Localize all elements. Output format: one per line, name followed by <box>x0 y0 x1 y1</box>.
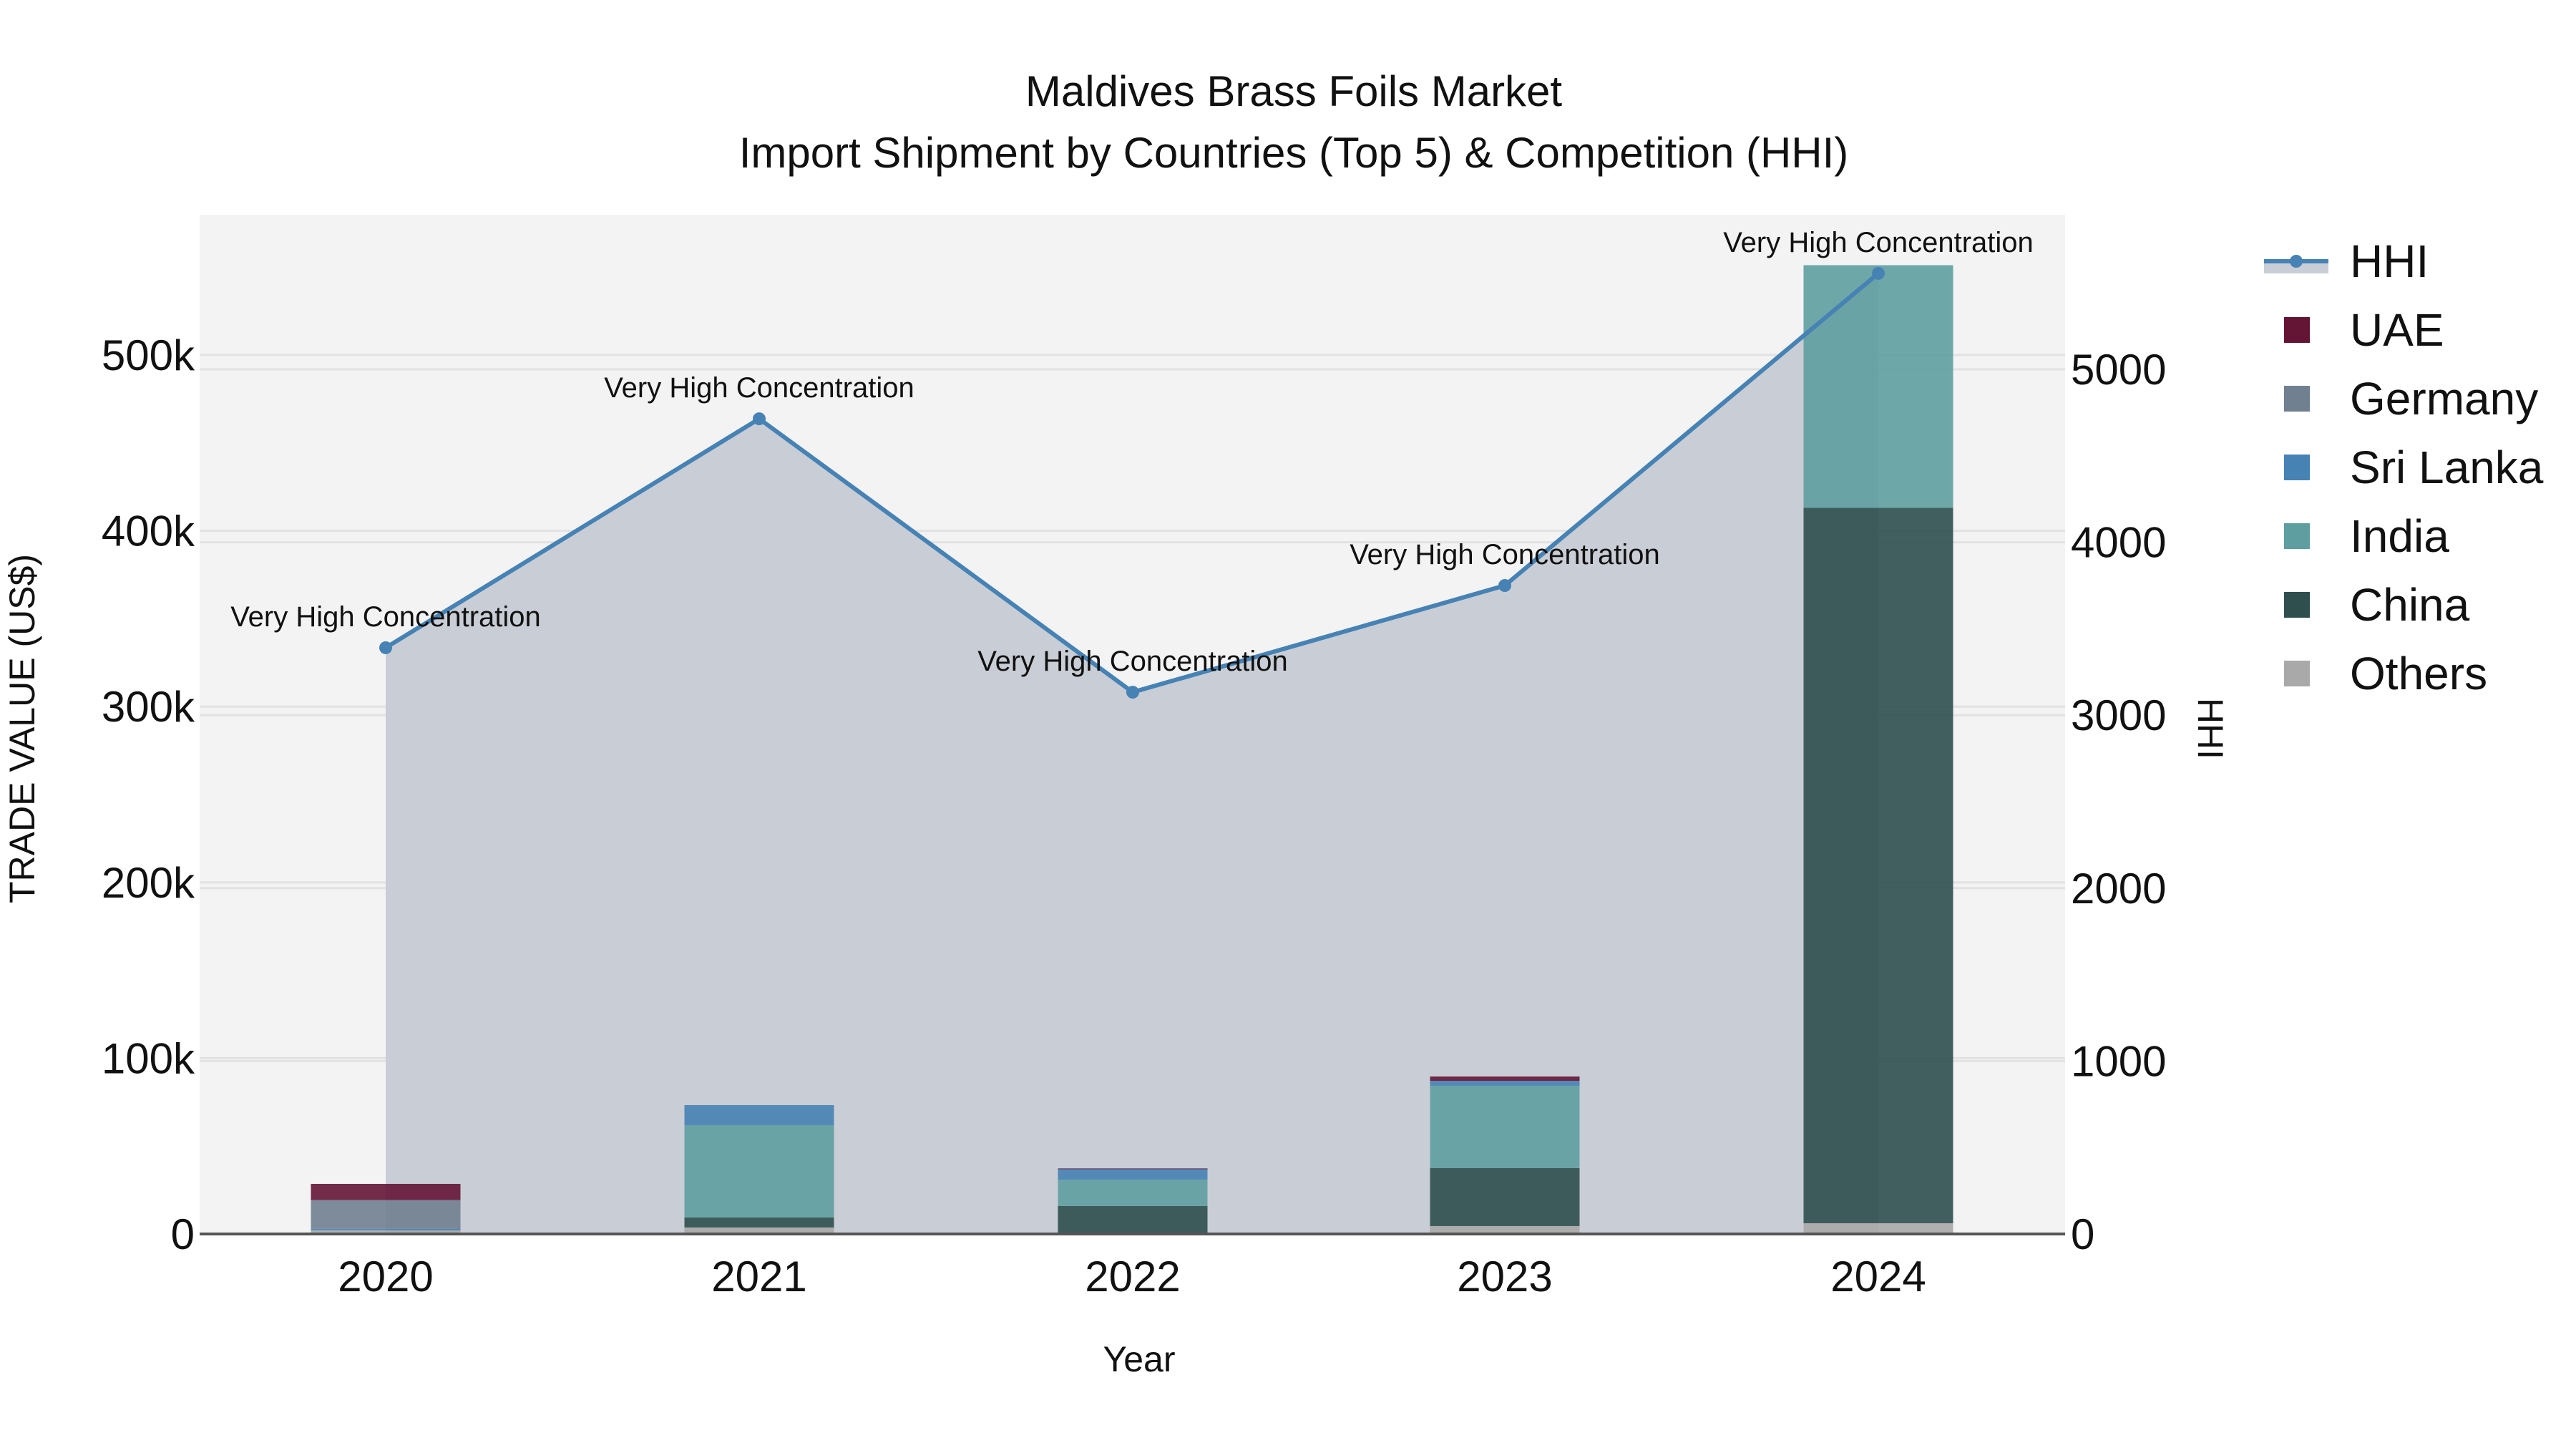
y-tick-label: 400k <box>102 507 195 555</box>
y-tick-label: 0 <box>171 1210 195 1258</box>
bar-segment-sri-lanka[interactable] <box>1430 1081 1580 1086</box>
bar-segment-others[interactable] <box>1430 1225 1580 1234</box>
chart-title-line1: Maldives Brass Foils Market <box>1025 67 1563 115</box>
bar-segment-others[interactable] <box>684 1227 834 1234</box>
legend-swatch-icon <box>2284 317 2310 343</box>
legend-swatch-icon <box>2284 661 2310 686</box>
y-tick-label: 300k <box>102 683 195 731</box>
x-tick-label: 2022 <box>1085 1253 1180 1301</box>
bar-segment-uae[interactable] <box>1430 1076 1580 1082</box>
hhi-marker-2020[interactable] <box>379 641 392 654</box>
legend-item-hhi[interactable]: HHI <box>2264 235 2429 287</box>
bar-segment-others[interactable] <box>1803 1223 1953 1234</box>
x-tick-label: 2024 <box>1830 1253 1926 1301</box>
y-axis-title: TRADE VALUE (US$) <box>2 554 42 903</box>
legend-swatch-icon <box>2284 386 2310 412</box>
bar-stack-2021[interactable] <box>684 1104 834 1234</box>
hhi-area <box>386 273 1878 1234</box>
y-tick-label: 100k <box>102 1034 195 1082</box>
hhi-marker-2021[interactable] <box>753 412 766 426</box>
bar-segment-sri-lanka[interactable] <box>1058 1168 1208 1180</box>
bar-segment-india[interactable] <box>1058 1180 1208 1206</box>
y2-tick-label: 0 <box>2071 1210 2094 1258</box>
y-tick-label: 200k <box>102 859 195 907</box>
hhi-line <box>379 266 1885 699</box>
bar-segment-india[interactable] <box>1430 1085 1580 1168</box>
legend-label: Others <box>2350 648 2487 699</box>
annotation-2023: Very High Concentration <box>1350 539 1660 570</box>
legend-item-uae[interactable]: UAE <box>2284 304 2444 356</box>
hhi-marker-2022[interactable] <box>1126 686 1139 699</box>
y2-tick-label: 5000 <box>2071 346 2166 394</box>
x-tick-label: 2020 <box>338 1253 433 1301</box>
hhi-marker-2024[interactable] <box>1872 266 1885 280</box>
annotation-2024: Very High Concentration <box>1723 227 2034 258</box>
legend-swatch-icon <box>2284 455 2310 480</box>
legend-marker-icon <box>2290 255 2303 268</box>
bar-segment-others[interactable] <box>311 1230 461 1234</box>
y2-axis-title: HHI <box>2190 698 2230 759</box>
bar-segment-sri-lanka[interactable] <box>311 1228 461 1231</box>
legend-label: China <box>2350 579 2470 631</box>
x-tick-label: 2023 <box>1457 1253 1552 1301</box>
legend-item-india[interactable]: India <box>2284 510 2449 562</box>
hhi-area-fill <box>386 273 1878 1234</box>
y2-tick-label: 4000 <box>2071 519 2166 567</box>
bar-segment-china[interactable] <box>1803 507 1953 1224</box>
annotation-2021: Very High Concentration <box>604 372 914 404</box>
bar-segment-china[interactable] <box>684 1217 834 1228</box>
legend-label: HHI <box>2350 235 2429 287</box>
chart-title-line2: Import Shipment by Countries (Top 5) & C… <box>739 129 1849 177</box>
y2-tick-label: 3000 <box>2071 691 2166 739</box>
legend-label: India <box>2350 510 2449 562</box>
legend-label: UAE <box>2350 304 2444 356</box>
annotation-2022: Very High Concentration <box>977 646 1288 677</box>
bar-segment-uae[interactable] <box>311 1184 461 1200</box>
y-axis-ticks: 0 100k 200k 300k 400k 500k <box>102 331 195 1258</box>
legend-swatch-icon <box>2284 523 2310 549</box>
stacked-bars <box>311 265 1953 1235</box>
legend-item-germany[interactable]: Germany <box>2284 373 2538 424</box>
bar-segment-sri-lanka[interactable] <box>684 1104 834 1125</box>
bar-stack-2024[interactable] <box>1803 265 1953 1234</box>
x-tick-label: 2021 <box>711 1253 806 1301</box>
bar-segment-germany[interactable] <box>311 1200 461 1229</box>
x-axis-title: Year <box>1103 1339 1175 1379</box>
bar-segment-china[interactable] <box>1430 1167 1580 1226</box>
legend: HHI UAE Germany Sri Lanka India China Others <box>2264 235 2544 699</box>
legend-swatch-icon <box>2284 592 2310 618</box>
annotation-2020: Very High Concentration <box>230 601 541 633</box>
y2-axis-ticks: 0 1000 2000 3000 4000 5000 <box>2071 346 2166 1258</box>
bar-segment-china[interactable] <box>1058 1205 1208 1234</box>
x-axis-ticks: 2020 2021 2022 2023 2024 <box>338 1253 1926 1301</box>
bar-stack-2020[interactable] <box>311 1184 461 1234</box>
legend-label: Sri Lanka <box>2350 442 2544 493</box>
legend-item-sri-lanka[interactable]: Sri Lanka <box>2284 442 2544 493</box>
bar-segment-india[interactable] <box>684 1124 834 1218</box>
hhi-marker-2023[interactable] <box>1498 579 1511 592</box>
legend-item-others[interactable]: Others <box>2284 648 2487 699</box>
y2-tick-label: 1000 <box>2071 1037 2166 1085</box>
legend-label: Germany <box>2350 373 2538 424</box>
bar-stack-2023[interactable] <box>1430 1076 1580 1234</box>
legend-item-china[interactable]: China <box>2284 579 2470 631</box>
y2-tick-label: 2000 <box>2071 865 2166 913</box>
y-tick-label: 500k <box>102 331 195 379</box>
annotations: Very High Concentration Very High Concent… <box>230 227 2034 677</box>
bar-segment-india[interactable] <box>1803 265 1953 508</box>
bar-segment-uae[interactable] <box>1058 1168 1208 1170</box>
bar-stack-2022[interactable] <box>1058 1168 1208 1235</box>
